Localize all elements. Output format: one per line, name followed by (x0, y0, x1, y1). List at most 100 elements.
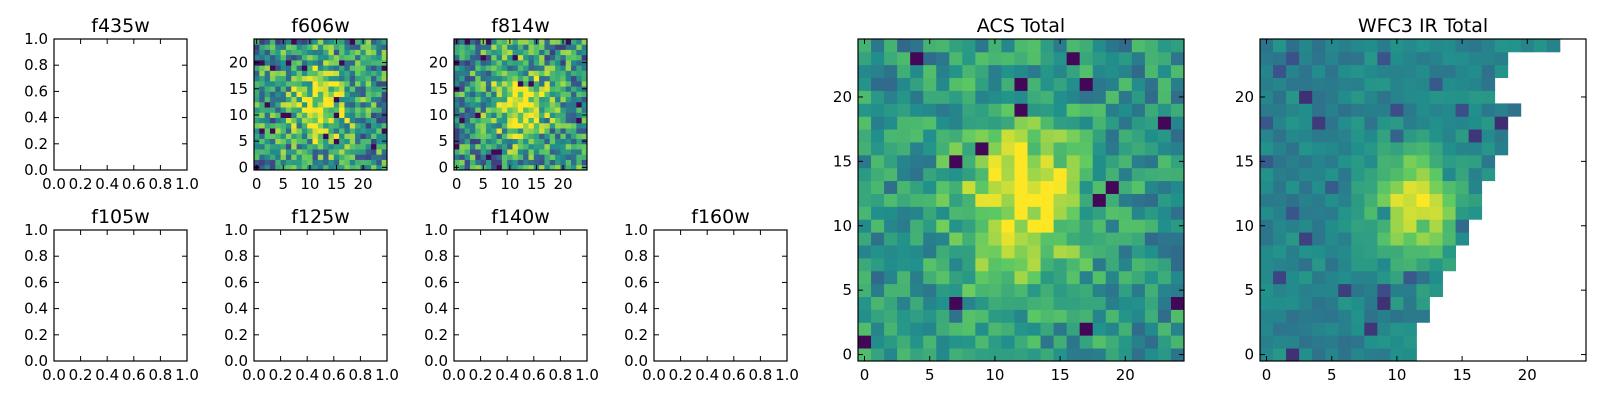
heatmap-cell (291, 122, 297, 129)
heatmap-cell (871, 245, 885, 259)
heatmap-cell (1027, 142, 1041, 156)
heatmap-cell (1131, 296, 1146, 310)
heatmap-cell (949, 129, 963, 143)
heatmap-cell (1325, 193, 1339, 207)
heatmap-cell (355, 86, 361, 92)
heatmap-cell (376, 117, 383, 124)
heatmap-cell (560, 70, 567, 77)
heatmap-cell (581, 122, 588, 129)
heatmap-cell (1429, 142, 1443, 156)
heatmap-cell (1014, 193, 1028, 207)
heatmap-cell (1273, 180, 1287, 194)
heatmap-cell (376, 54, 383, 61)
heatmap-cell (1286, 283, 1300, 297)
heatmap-cell (485, 96, 492, 103)
heatmap-cell (1273, 103, 1287, 117)
heatmap-cell (962, 232, 976, 246)
heatmap-cell (317, 164, 324, 171)
heatmap-cell (1442, 180, 1456, 194)
heatmap-cell (360, 75, 367, 82)
heatmap-cell (469, 117, 476, 124)
heatmap-cell (371, 159, 377, 166)
heatmap-cell (475, 164, 481, 171)
heatmap-cell (533, 149, 540, 155)
heatmap-cell (275, 159, 281, 166)
heatmap-cell (480, 65, 487, 71)
heatmap-cell (485, 49, 492, 56)
heatmap-cell (485, 54, 492, 61)
heatmap-cell (459, 96, 466, 103)
heatmap-cell (1260, 322, 1274, 336)
heatmap-cell (949, 90, 963, 104)
heatmap-cell (1092, 335, 1107, 349)
heatmap-cell (339, 133, 345, 139)
heatmap-cell (571, 65, 577, 71)
heatmap-cell (1325, 348, 1339, 362)
heatmap-cell (910, 348, 924, 362)
heatmap-cell (1118, 180, 1133, 194)
heatmap-cell (549, 128, 556, 134)
heatmap-cell (1468, 142, 1483, 156)
heatmap-cell (1338, 167, 1352, 182)
heatmap-cell (1079, 180, 1094, 194)
heatmap-cell (296, 44, 303, 50)
heatmap-cell (1105, 180, 1120, 194)
heatmap-cell (1118, 129, 1133, 143)
heatmap-cell (459, 65, 466, 71)
heatmap-cell (365, 133, 372, 139)
heatmap-cell (949, 116, 963, 130)
heatmap-cell (507, 117, 513, 124)
heatmap-cell (280, 49, 287, 56)
heatmap-cell (512, 70, 519, 77)
heatmap-cell (507, 101, 513, 108)
heatmap-cell (923, 296, 937, 310)
heatmap-cell (507, 70, 513, 77)
heatmap-cell (1364, 257, 1378, 272)
heatmap-cell (312, 117, 319, 124)
x-tick-label: 15 (527, 175, 546, 193)
heatmap-cell (349, 96, 356, 103)
heatmap-cell (344, 96, 351, 103)
heatmap-cell (355, 117, 361, 124)
heatmap-cell (291, 107, 297, 113)
heatmap-cell (555, 44, 561, 50)
heatmap-cell (1001, 154, 1015, 169)
heatmap-cell (1377, 206, 1391, 220)
heatmap-cell (512, 107, 519, 113)
heatmap-cell (349, 133, 356, 139)
heatmap-cell (1364, 64, 1378, 79)
heatmap-cell (528, 154, 535, 160)
heatmap-cell (1170, 270, 1185, 285)
heatmap-cell (323, 54, 329, 61)
heatmap-cell (1079, 322, 1094, 336)
heatmap-cell (858, 167, 872, 182)
heatmap-cell (1286, 206, 1300, 220)
heatmap-cell (1468, 64, 1483, 79)
heatmap-cell (264, 117, 271, 124)
heatmap-cell (988, 232, 1002, 246)
heatmap-cell (576, 154, 583, 160)
heatmap-cell (1403, 167, 1417, 182)
heatmap-cell (533, 80, 540, 87)
heatmap-cell (1001, 103, 1015, 117)
heatmap-cell (871, 335, 885, 349)
heatmap-cell (1273, 283, 1287, 297)
heatmap-cell (496, 70, 503, 77)
heatmap-cell (280, 44, 287, 50)
heatmap-cell (517, 44, 524, 50)
heatmap-cell (1014, 116, 1028, 130)
heatmap-cell (975, 64, 989, 79)
heatmap-cell (296, 75, 303, 82)
heatmap-cell (528, 133, 535, 139)
heatmap-cell (949, 309, 963, 323)
heatmap-cell (485, 112, 492, 118)
heatmap-cell (1416, 283, 1430, 297)
heatmap-cell (360, 80, 367, 87)
heatmap-cell (333, 86, 340, 92)
heatmap-cell (1273, 193, 1287, 207)
heatmap-cell (376, 154, 383, 160)
y-tick-label: 0 (238, 158, 248, 176)
heatmap-cell (301, 59, 308, 66)
heatmap-cell (307, 143, 313, 150)
